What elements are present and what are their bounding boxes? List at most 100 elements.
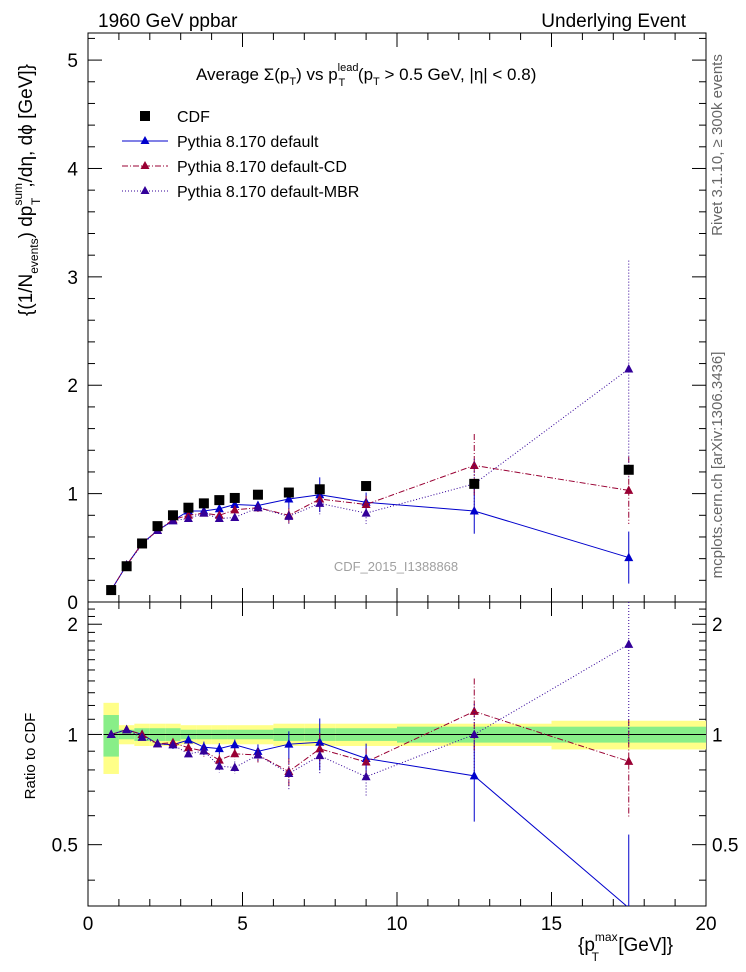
y-tick-label: 3 [67, 268, 78, 289]
ratio-marker-default-cd [624, 756, 634, 765]
ratio-y-tick-label-left: 1 [67, 725, 78, 746]
legend-label-default: Pythia 8.170 default [177, 134, 319, 151]
marker-default [624, 552, 634, 562]
y-tick-label: 1 [67, 485, 78, 506]
y-tick-label: 2 [67, 376, 78, 397]
ratio-marker-default-mbr [122, 724, 132, 734]
ratio-marker-default-mbr [284, 768, 294, 778]
cdf-data-point [121, 561, 132, 572]
line-default-cd [110, 464, 629, 591]
marker-default [469, 505, 479, 515]
plot-title: Average Σ(pT) vs plead T (pT > 0.5 GeV, |… [196, 62, 536, 89]
y-tick-label: 0 [67, 593, 78, 614]
x-tick-label: 15 [541, 914, 562, 935]
main-y-axis-label: {(1/Nevents) dpsum T,/dη, dϕ [GeV]} [11, 64, 43, 316]
ratio-y-tick-label-left: 2 [67, 615, 78, 636]
y-tick-label: 5 [67, 51, 78, 72]
ratio-y-tick-label-left: 0.5 [52, 836, 78, 857]
marker-default-cd [230, 504, 240, 514]
process-label: Underlying Event [541, 11, 686, 32]
cdf-data-point [214, 495, 225, 506]
cdf-data-point [469, 478, 480, 489]
cdf-data-point [283, 487, 294, 498]
main-series-layer [106, 260, 634, 594]
ratio-marker-default [230, 739, 240, 749]
ratio-marker-default-mbr [137, 732, 147, 741]
main-axis-ticks: 0 1 2 3 4 5 [67, 33, 707, 614]
x-axis-label: {pmax T [GeV]} [578, 930, 673, 964]
ratio-y-tick-label-right: 2 [712, 615, 723, 636]
ratio-marker-default-cd [214, 755, 224, 764]
legend-marker-default [140, 136, 150, 144]
legend-label-cdf: CDF [177, 109, 210, 126]
legend-entry-default: Pythia 8.170 default [122, 134, 319, 151]
legend-entry-default-mbr: Pythia 8.170 default-MBR [122, 184, 359, 201]
marker-default-mbr [214, 513, 224, 523]
cdf-data-point [152, 521, 163, 532]
ratio-uncertainty-bands [103, 702, 706, 774]
y-tick-label: 4 [67, 159, 78, 180]
ratio-y-tick-label-right: 0.5 [712, 836, 738, 857]
ratio-marker-default-mbr [253, 749, 263, 759]
line-default-mbr [110, 368, 630, 591]
cdf-data-point [106, 585, 117, 596]
ratio-y-axis-label: Ratio to CDF [22, 713, 39, 800]
ratio-marker-default-cd [230, 748, 240, 758]
cdf-data-point [198, 498, 209, 509]
marker-default-cd [469, 460, 479, 469]
marker-default [284, 494, 294, 503]
legend: CDF Pythia 8.170 default Pythia 8.170 de… [122, 109, 359, 201]
legend-marker-cdf [140, 111, 150, 121]
marker-default [214, 503, 224, 513]
cdf-data-layer [106, 464, 634, 596]
ratio-marker-default-mbr [315, 750, 325, 760]
cdf-data-point [167, 510, 178, 521]
legend-marker-default-cd [140, 161, 150, 169]
ratio-plot-frame [87, 601, 707, 907]
source-side-label: mcplots.cern.ch [arXiv:1306.3436] [709, 352, 726, 579]
legend-label-default-mbr: Pythia 8.170 default-MBR [177, 184, 359, 201]
ratio-marker-default [214, 743, 224, 753]
legend-entry-cdf: CDF [140, 109, 210, 126]
analysis-id-label: CDF_2015_I1388868 [334, 559, 458, 574]
ratio-marker-default-cd [361, 756, 371, 766]
legend-marker-default-mbr [140, 186, 150, 194]
marker-default-mbr [284, 511, 294, 520]
ratio-marker-default-mbr [361, 771, 371, 781]
marker-default-cd [361, 499, 371, 508]
x-tick-label: 0 [83, 914, 94, 935]
ratio-marker-default-cd [315, 743, 325, 753]
marker-default-mbr [361, 508, 371, 517]
version-side-label: Rivet 3.1.10, ≥ 300k events [709, 54, 726, 236]
ratio-marker-default [183, 735, 193, 744]
ratio-y-tick-label-right: 1 [712, 725, 723, 746]
cdf-data-point [314, 484, 325, 495]
ratio-marker-default-mbr [230, 762, 240, 771]
ratio-marker-default-mbr [469, 729, 479, 738]
x-tick-label: 10 [386, 914, 407, 935]
marker-default-cd [315, 494, 325, 503]
marker-default-mbr [624, 363, 634, 373]
cdf-data-point [183, 502, 194, 513]
legend-label-default-cd: Pythia 8.170 default-CD [177, 159, 347, 176]
cdf-data-point [229, 492, 240, 503]
cdf-data-point [361, 481, 372, 492]
marker-default-mbr [315, 498, 325, 507]
energy-label: 1960 GeV ppbar [98, 11, 238, 32]
marker-default-mbr [183, 513, 193, 523]
ratio-marker-default-mbr [106, 729, 116, 738]
marker-default-cd [624, 485, 634, 494]
x-tick-label: 5 [237, 914, 248, 935]
x-tick-label: 20 [695, 914, 716, 935]
ratio-marker-default [469, 770, 479, 780]
marker-default-mbr [199, 508, 209, 517]
marker-default-mbr [253, 502, 263, 512]
ratio-marker-default-mbr [183, 748, 193, 758]
ratio-marker-default-mbr [199, 746, 209, 755]
cdf-data-point [252, 489, 263, 500]
ratio-marker-default [284, 739, 294, 748]
ratio-marker-default-mbr [624, 639, 634, 648]
ratio-marker-default-mbr [214, 761, 224, 770]
marker-default [230, 499, 240, 508]
